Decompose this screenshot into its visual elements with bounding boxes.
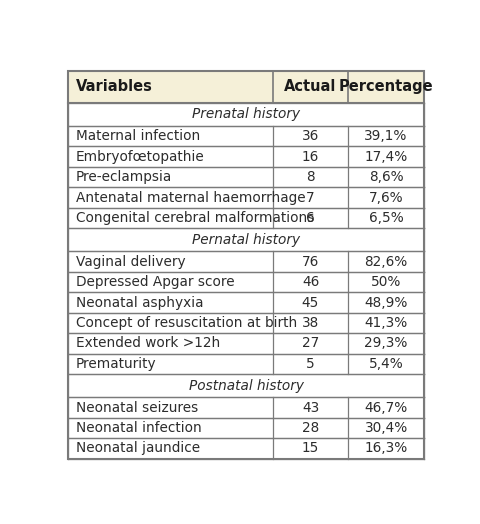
Text: Extended work >12h: Extended work >12h	[75, 336, 220, 351]
Text: 7,6%: 7,6%	[369, 191, 403, 205]
Text: Prenatal history: Prenatal history	[192, 107, 300, 122]
Text: Congenital cerebral malformations: Congenital cerebral malformations	[75, 211, 314, 225]
Text: Vaginal delivery: Vaginal delivery	[75, 255, 185, 269]
Text: 36: 36	[302, 129, 319, 143]
Text: 15: 15	[302, 441, 319, 455]
Bar	[68, 313, 424, 333]
Text: 16: 16	[302, 150, 319, 163]
Text: Prematurity: Prematurity	[75, 357, 156, 371]
Text: 6: 6	[306, 211, 315, 225]
Bar	[68, 228, 424, 252]
Text: 7: 7	[306, 191, 315, 205]
Text: 82,6%: 82,6%	[364, 255, 408, 269]
Text: 28: 28	[302, 421, 319, 435]
Text: 5: 5	[306, 357, 315, 371]
Text: Postnatal history: Postnatal history	[189, 379, 303, 392]
Text: 43: 43	[302, 400, 319, 414]
Bar	[68, 374, 424, 397]
Text: Neonatal jaundice: Neonatal jaundice	[75, 441, 200, 455]
Bar	[68, 208, 424, 228]
Bar	[68, 333, 424, 354]
Text: 8: 8	[306, 170, 315, 184]
Bar	[68, 354, 424, 374]
Text: 5,4%: 5,4%	[369, 357, 404, 371]
Text: 41,3%: 41,3%	[364, 316, 408, 330]
Text: 8,6%: 8,6%	[369, 170, 403, 184]
Text: Concept of resuscitation at birth: Concept of resuscitation at birth	[75, 316, 297, 330]
Text: Pre-eclampsia: Pre-eclampsia	[75, 170, 172, 184]
Bar	[68, 167, 424, 188]
Bar	[68, 147, 424, 167]
Text: 27: 27	[302, 336, 319, 351]
Bar	[68, 292, 424, 313]
Bar	[68, 188, 424, 208]
Bar	[68, 126, 424, 147]
Text: Pernatal history: Pernatal history	[192, 233, 300, 247]
Text: 17,4%: 17,4%	[364, 150, 408, 163]
Bar	[68, 252, 424, 272]
Bar	[68, 71, 424, 103]
Bar	[68, 272, 424, 292]
Text: Percentage: Percentage	[339, 79, 433, 94]
Bar	[68, 438, 424, 458]
Text: Depressed Apgar score: Depressed Apgar score	[75, 275, 234, 289]
Text: Neonatal seizures: Neonatal seizures	[75, 400, 198, 414]
Text: Neonatal infection: Neonatal infection	[75, 421, 201, 435]
Text: 48,9%: 48,9%	[364, 296, 408, 310]
Text: 46,7%: 46,7%	[364, 400, 408, 414]
Text: 16,3%: 16,3%	[364, 441, 408, 455]
Text: Neonatal asphyxia: Neonatal asphyxia	[75, 296, 203, 310]
Text: 30,4%: 30,4%	[364, 421, 408, 435]
Text: Maternal infection: Maternal infection	[75, 129, 200, 143]
Text: Antenatal maternal haemorrhage: Antenatal maternal haemorrhage	[75, 191, 305, 205]
Text: 50%: 50%	[371, 275, 401, 289]
Text: 6,5%: 6,5%	[369, 211, 404, 225]
Text: 38: 38	[302, 316, 319, 330]
Text: 76: 76	[302, 255, 319, 269]
Bar	[68, 397, 424, 418]
Bar	[68, 103, 424, 126]
Bar	[68, 418, 424, 438]
Text: 29,3%: 29,3%	[364, 336, 408, 351]
Text: Embryofœtopathie: Embryofœtopathie	[75, 150, 204, 163]
Text: 45: 45	[302, 296, 319, 310]
Text: Variables: Variables	[75, 79, 152, 94]
Text: 46: 46	[302, 275, 319, 289]
Text: 39,1%: 39,1%	[364, 129, 408, 143]
Text: Actual: Actual	[284, 79, 336, 94]
